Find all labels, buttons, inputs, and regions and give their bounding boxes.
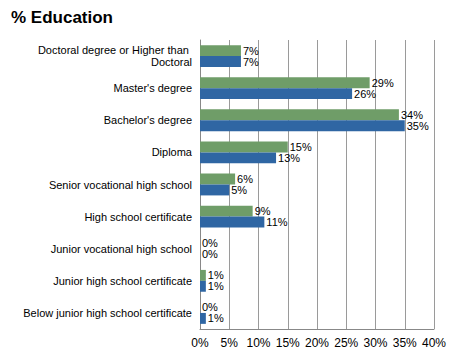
svg-text:11%: 11% xyxy=(266,216,287,228)
svg-text:Master's degree: Master's degree xyxy=(113,82,192,94)
svg-text:Doctoral: Doctoral xyxy=(151,56,192,68)
svg-text:1%: 1% xyxy=(208,280,224,292)
svg-text:15%: 15% xyxy=(289,140,312,153)
svg-text:26%: 26% xyxy=(354,88,376,100)
svg-text:25%: 25% xyxy=(334,336,358,350)
svg-text:9%: 9% xyxy=(254,205,271,218)
svg-text:Senior vocational high school: Senior vocational high school xyxy=(49,179,192,191)
svg-text:35%: 35% xyxy=(407,120,429,132)
svg-text:1%: 1% xyxy=(207,269,224,282)
svg-text:20%: 20% xyxy=(305,336,329,350)
svg-text:30%: 30% xyxy=(363,336,387,350)
svg-text:High school certificate: High school certificate xyxy=(84,211,192,223)
svg-text:0%: 0% xyxy=(202,237,218,250)
svg-text:29%: 29% xyxy=(371,76,394,89)
svg-text:Below junior high school certi: Below junior high school certificate xyxy=(23,307,192,319)
svg-text:Bachelor's degree: Bachelor's degree xyxy=(104,114,192,126)
svg-text:15%: 15% xyxy=(276,336,300,350)
svg-text:40%: 40% xyxy=(422,336,446,350)
svg-text:5%: 5% xyxy=(231,184,247,196)
svg-text:7%: 7% xyxy=(243,56,259,68)
svg-text:13%: 13% xyxy=(278,152,300,164)
svg-text:5%: 5% xyxy=(221,336,239,350)
svg-text:0%: 0% xyxy=(202,301,218,314)
svg-text:7%: 7% xyxy=(242,44,259,57)
svg-text:Doctoral degree or Higher than: Doctoral degree or Higher than xyxy=(38,44,192,56)
svg-text:35%: 35% xyxy=(393,336,417,350)
svg-text:6%: 6% xyxy=(237,173,253,185)
svg-text:0%: 0% xyxy=(202,248,218,260)
svg-text:34%: 34% xyxy=(400,108,423,121)
svg-text:Diploma: Diploma xyxy=(152,146,193,158)
svg-text:Junior vocational high school: Junior vocational high school xyxy=(51,243,192,255)
svg-text:% Education: % Education xyxy=(11,8,113,27)
svg-text:Junior high school certificate: Junior high school certificate xyxy=(53,275,192,287)
svg-text:10%: 10% xyxy=(246,336,270,350)
svg-text:1%: 1% xyxy=(208,312,224,324)
svg-text:0%: 0% xyxy=(191,336,209,350)
